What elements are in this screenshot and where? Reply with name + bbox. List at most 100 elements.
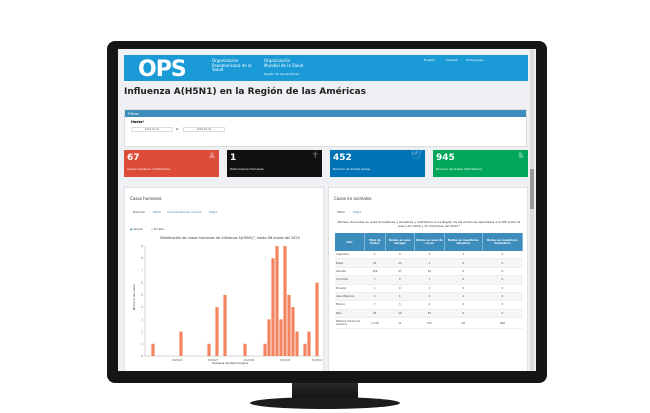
- column-header[interactable]: País: [335, 233, 365, 251]
- column-header[interactable]: Total de brotes: [364, 233, 386, 251]
- column-header[interactable]: Brotes en mamíferos domésticos: [482, 233, 524, 251]
- filters-header[interactable]: Filtros: [125, 110, 526, 117]
- animal-cases-panel: Casos en animales Tabla Mapa Número de b…: [328, 187, 528, 371]
- table-row: Argentina 1 0 0 1 0: [335, 251, 523, 260]
- table-row: Brasil 14 13 1 0 0: [335, 258, 523, 268]
- lang-portuguese[interactable]: Portuguese: [466, 58, 483, 62]
- animal-icon: ♞: [516, 151, 525, 161]
- column-header[interactable]: Brotes en aves de corral: [414, 233, 445, 251]
- person-icon: ♟: [207, 151, 216, 161]
- table-cell: 0: [385, 251, 415, 260]
- tab-clinicas[interactable]: Características clínicas: [167, 210, 202, 214]
- table-cell: 1: [414, 284, 445, 293]
- x-tick-label: 2025/01: [312, 358, 323, 362]
- tab-mapa[interactable]: Mapa: [353, 210, 362, 214]
- y-tick-label: 5: [141, 293, 143, 297]
- table-cell: 7: [364, 300, 386, 310]
- radio-label: Por País: [153, 228, 164, 231]
- bird-icon: 🕊: [410, 151, 422, 161]
- table-row: Islas Malvinas 2 1 0 1 0: [335, 292, 523, 302]
- lang-english[interactable]: English: [424, 58, 435, 62]
- bar: [287, 294, 291, 356]
- y-tick-label: 1: [141, 342, 143, 346]
- table-cell: 7: [414, 275, 445, 285]
- outbreaks-table-wrap: País Total de brotes Brotes en aves salvaj…: [335, 233, 524, 330]
- bar: [179, 331, 183, 356]
- kpi-value: 1: [230, 153, 237, 163]
- bar: [263, 343, 267, 356]
- date-to-input[interactable]: 2025-01-10: [183, 127, 225, 132]
- table-cell: Islas Malvinas: [335, 292, 365, 302]
- table-cell: 0: [482, 300, 523, 310]
- monitor-stand-neck: [292, 383, 358, 399]
- panel-title: Casos en animales: [334, 196, 372, 201]
- table-cell: 0: [385, 284, 415, 293]
- table-cell: 0: [414, 292, 445, 302]
- paho-name: Organización Panamericana de la Salud: [212, 58, 252, 72]
- page-title: Influenza A(H5N1) en la Región de las Am…: [124, 87, 366, 97]
- x-tick-label: 2024/27: [208, 358, 219, 362]
- bar: [307, 331, 311, 356]
- table-cell: 0: [482, 284, 523, 293]
- table-cell: 237: [414, 317, 445, 330]
- table-cell: Canadá: [335, 267, 365, 277]
- kpi-value: 452: [333, 153, 352, 163]
- date-from-input[interactable]: 2024-01-01: [131, 127, 173, 132]
- bar: [291, 307, 295, 356]
- table-row: Estados Unidos de América 1,179 11 237 38 906: [335, 317, 523, 330]
- table-cell: 55: [414, 309, 445, 319]
- tab-mapa[interactable]: Mapa: [209, 210, 218, 214]
- table-cell: 0: [444, 258, 483, 268]
- panel-title: Casos humanos: [130, 196, 162, 201]
- table-cell: Colombia: [335, 275, 365, 285]
- table-cell: 1,179: [364, 317, 386, 330]
- bar: [275, 246, 279, 356]
- table-cell: Estados Unidos de América: [335, 317, 365, 330]
- x-tick-label: 2024/36: [244, 358, 255, 362]
- table-cell: 0: [444, 300, 483, 310]
- table-title: Número de brotes en aves domésticas y si…: [337, 220, 521, 228]
- radio-label: General: [132, 228, 143, 231]
- table-cell: 1: [444, 251, 483, 260]
- table-cell: 11: [385, 317, 415, 330]
- outbreaks-table: País Total de brotes Brotes en aves salvaj…: [335, 233, 524, 330]
- table-cell: 0: [444, 267, 483, 277]
- bar: [151, 343, 155, 356]
- y-tick-label: 2: [141, 330, 143, 334]
- tab-tabla[interactable]: Tabla: [153, 210, 161, 214]
- filters-panel: Filtros Hasta* 2024-01-01 to 2025-01-10: [124, 109, 527, 147]
- x-axis-label: Semana epidemiológica: [212, 361, 248, 365]
- table-cell: 4: [414, 300, 445, 310]
- y-tick-label: 0: [141, 354, 143, 358]
- table-cell: Perú: [335, 309, 365, 319]
- bar: [215, 307, 219, 356]
- y-tick-label: 3: [141, 317, 143, 321]
- kpi-box: 945 Número de brotes (Mamíferos) ♞: [433, 150, 528, 177]
- table-cell: 92: [414, 267, 445, 277]
- kpi-box: 67 Casos humanos confirmados ♟: [124, 150, 219, 177]
- table-cell: Argentina: [335, 251, 365, 260]
- cross-icon: ✝: [311, 151, 319, 161]
- radio-general[interactable]: ● General: [130, 228, 143, 231]
- bar: [267, 319, 271, 356]
- column-header[interactable]: Brotes en mamíferos silvestres: [444, 233, 483, 251]
- table-cell: 0: [414, 251, 445, 260]
- site-header: OPS Organización Panamericana de la Salu…: [124, 55, 528, 82]
- scrollbar[interactable]: [530, 49, 534, 371]
- tab-ejecutar[interactable]: Ejecutar: [133, 210, 146, 214]
- table-cell: 13: [385, 258, 415, 268]
- table-cell: 0: [482, 275, 523, 285]
- lang-spanish[interactable]: Spanish: [446, 58, 458, 62]
- table-cell: 0: [482, 267, 523, 277]
- y-tick-label: 8: [141, 256, 143, 260]
- table-cell: 38: [444, 317, 483, 330]
- table-cell: 0: [482, 251, 523, 260]
- table-cell: 0: [385, 275, 415, 285]
- scrollbar-thumb[interactable]: [530, 169, 534, 209]
- tab-tabla[interactable]: Tabla: [337, 210, 345, 214]
- column-header[interactable]: Brotes en aves salvajes: [385, 233, 416, 251]
- radio-por-pais[interactable]: ○ Por País: [151, 228, 164, 231]
- bar: [279, 319, 283, 356]
- bar: [243, 343, 247, 356]
- bar: [207, 343, 211, 356]
